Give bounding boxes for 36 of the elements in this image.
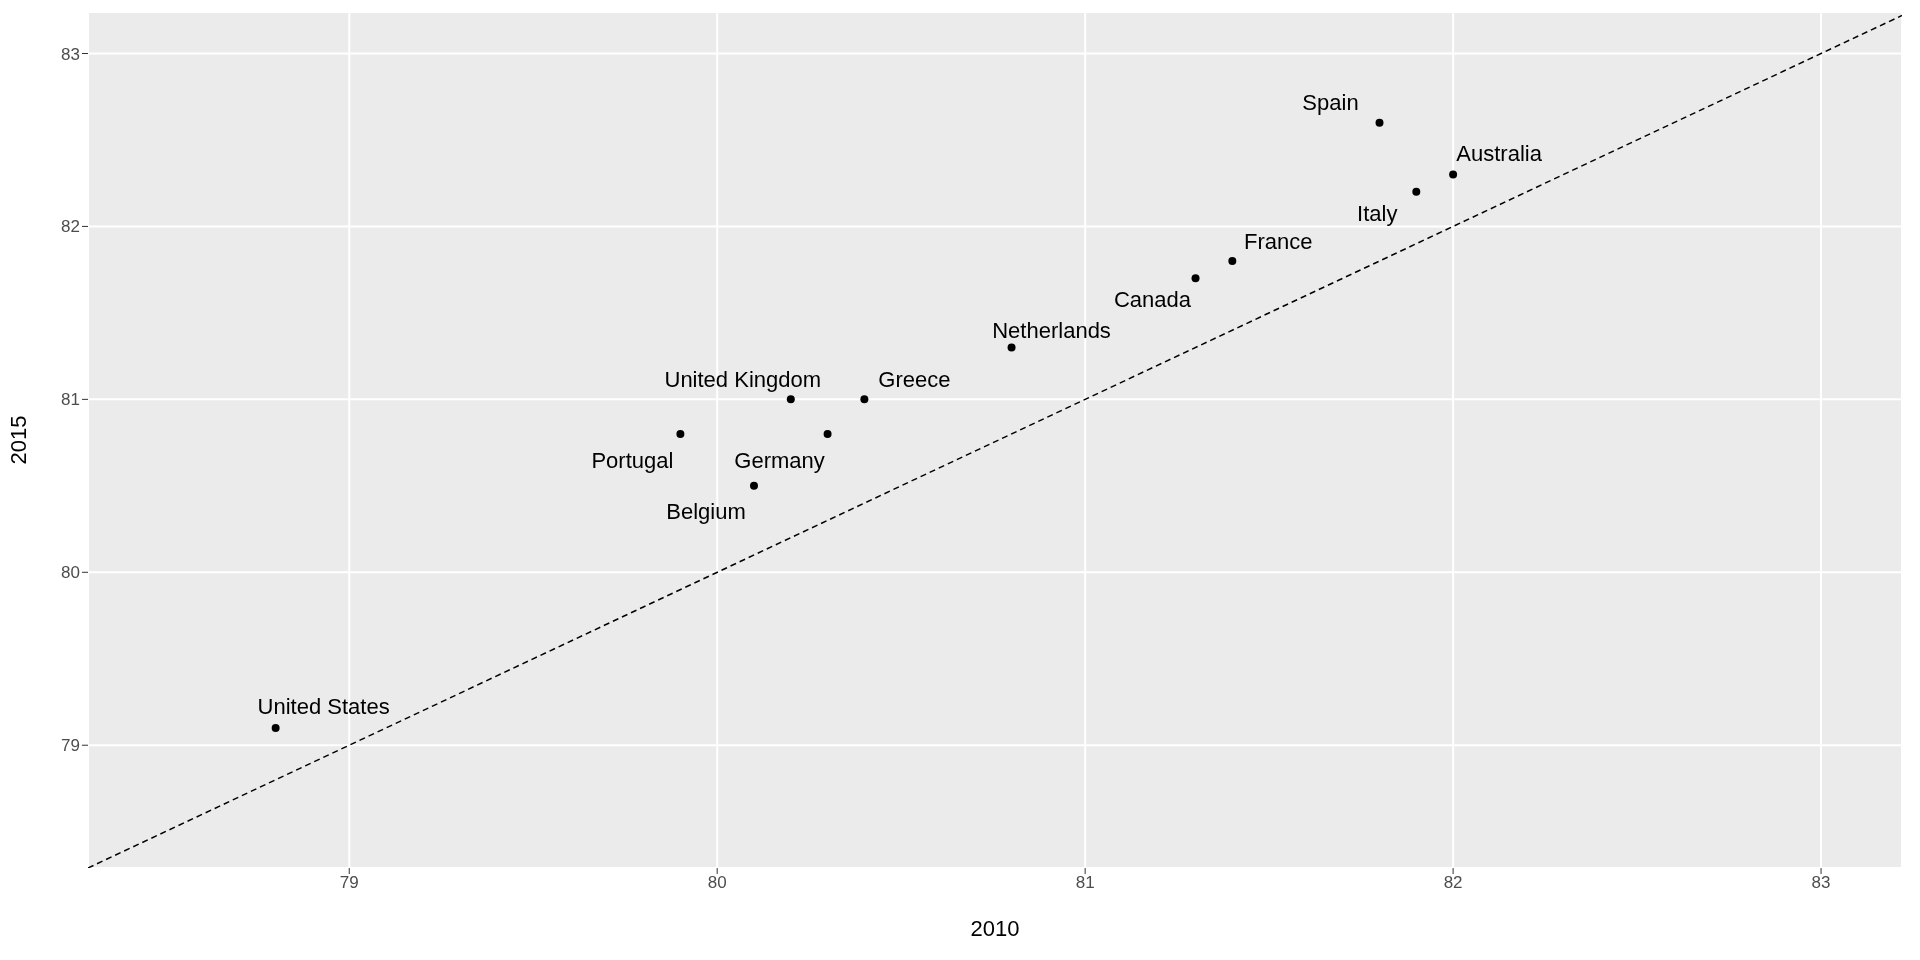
annotation: France bbox=[1244, 228, 1313, 254]
y-tick-label: 82 bbox=[61, 217, 80, 237]
point bbox=[749, 481, 758, 490]
point bbox=[1375, 118, 1384, 127]
annotation: Spain bbox=[1302, 90, 1359, 116]
point bbox=[823, 429, 832, 438]
point bbox=[1449, 170, 1458, 179]
annotation: Portugal bbox=[591, 448, 674, 474]
point bbox=[1007, 343, 1016, 352]
x-tick-label: 82 bbox=[1443, 873, 1463, 893]
point bbox=[786, 395, 795, 404]
point bbox=[1412, 187, 1421, 196]
annotation: Belgium bbox=[666, 499, 746, 525]
y-tick-label: 79 bbox=[61, 736, 80, 756]
x-tick-label: 80 bbox=[707, 873, 727, 893]
x-tick-label: 79 bbox=[339, 873, 359, 893]
y-axis-title: 2015 bbox=[5, 415, 31, 465]
annotation: Australia bbox=[1456, 141, 1543, 167]
y-tick-label: 83 bbox=[61, 44, 80, 64]
y-tick-label: 81 bbox=[61, 390, 80, 410]
point bbox=[271, 723, 280, 732]
annotation: United Kingdom bbox=[664, 366, 822, 392]
annotation: Netherlands bbox=[992, 317, 1111, 343]
point bbox=[676, 429, 685, 438]
x-axis-title: 2010 bbox=[970, 916, 1020, 941]
annotation: Canada bbox=[1113, 286, 1192, 312]
x-tick-label: 83 bbox=[1811, 873, 1831, 893]
y-tick-label: 80 bbox=[61, 563, 80, 583]
point bbox=[1191, 274, 1200, 283]
point bbox=[1228, 257, 1237, 266]
annotation: United States bbox=[257, 694, 390, 720]
x-tick-label: 81 bbox=[1075, 873, 1095, 893]
annotation: Greece bbox=[878, 366, 951, 392]
annotation: Germany bbox=[734, 448, 825, 474]
annotation: Italy bbox=[1357, 201, 1398, 227]
point bbox=[860, 395, 869, 404]
